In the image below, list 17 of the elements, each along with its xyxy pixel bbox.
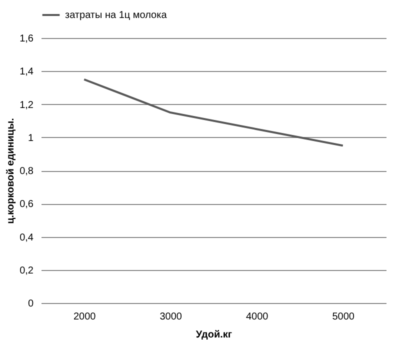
x-tick-label: 2000 xyxy=(74,312,96,322)
y-axis-title: ц.корковой единицы. xyxy=(6,118,17,224)
y-tick-label: 0,2 xyxy=(20,265,34,276)
y-tick-label: 0 xyxy=(28,298,34,310)
y-tick-label: 1,4 xyxy=(20,66,34,78)
y-tick-label: 0,4 xyxy=(20,232,34,244)
y-tick-label: 0,8 xyxy=(20,166,34,177)
y-tick-label: 1 xyxy=(28,132,34,144)
x-tick-label: 5000 xyxy=(332,312,355,322)
y-tick-label: 0,6 xyxy=(20,199,34,210)
x-axis-title: Удой.кг xyxy=(196,330,232,340)
y-tick-label: 1,2 xyxy=(20,100,34,111)
x-tick-label: 3000 xyxy=(160,312,182,322)
legend-label: затраты на 1ц молока xyxy=(65,10,168,21)
y-tick-label: 1,6 xyxy=(20,34,34,44)
line-series xyxy=(83,78,344,147)
x-tick-label: 4000 xyxy=(246,312,269,322)
